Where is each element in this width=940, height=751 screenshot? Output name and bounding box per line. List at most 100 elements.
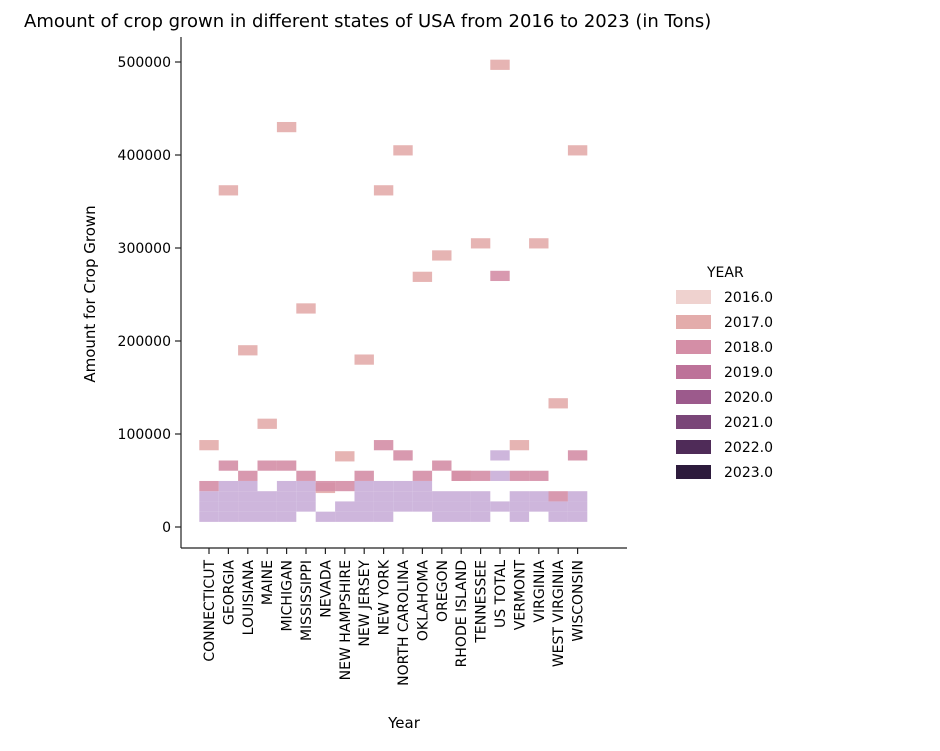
heat-cell (490, 270, 510, 282)
heat-cell (199, 440, 219, 451)
x-tick-label: NEW JERSEY (357, 560, 373, 647)
legend-swatch (676, 365, 711, 379)
heat-cell (199, 480, 219, 492)
heat-cell (412, 470, 433, 481)
heat-cell (276, 121, 297, 133)
x-tick-label: GEORGIA (221, 560, 237, 625)
heat-cell (373, 491, 394, 502)
heat-cell (218, 511, 239, 522)
y-ticks: 0 100000 200000 300000 400000 500000 (118, 55, 181, 536)
heat-cell (296, 470, 316, 481)
y-tick-label: 400000 (118, 148, 171, 164)
heat-cell (548, 491, 568, 502)
heat-cell (548, 511, 568, 522)
heat-cell (529, 501, 549, 512)
heat-cell (276, 491, 297, 502)
heat-cell (470, 511, 491, 522)
heat-cell (393, 491, 413, 502)
heat-cell (276, 480, 297, 492)
heat-cell (567, 511, 588, 522)
heat-cell (432, 250, 452, 261)
heat-cell (238, 511, 258, 522)
legend-swatch (676, 465, 711, 479)
x-tick-label: TENNESSEE (474, 560, 490, 644)
x-tick-label: CONNECTICUT (202, 560, 218, 662)
y-tick-label: 0 (162, 520, 171, 536)
x-tick-label: NEW YORK (377, 559, 393, 635)
heat-cell (373, 501, 394, 512)
heat-cell (335, 451, 355, 462)
heat-cell (257, 418, 277, 429)
heat-cell (451, 501, 471, 512)
heat-cell (199, 501, 219, 512)
legend-label: 2019.0 (724, 365, 773, 381)
x-tick-label: OKLAHOMA (415, 560, 431, 642)
y-tick-label: 200000 (118, 334, 171, 350)
heat-cell (354, 511, 374, 522)
heat-cell (354, 470, 374, 481)
heat-cell (354, 491, 374, 502)
heat-cell (509, 491, 530, 502)
heat-cell (470, 501, 491, 512)
heat-cell (218, 460, 239, 471)
heat-cell (373, 511, 394, 522)
y-axis-label: Amount for Crop Grown (81, 205, 99, 382)
x-tick-label: VIRGINIA (532, 560, 548, 623)
heat-cell (257, 460, 277, 471)
heat-cell (509, 440, 530, 451)
heat-cell (432, 501, 452, 512)
legend-label: 2021.0 (724, 415, 773, 431)
heat-cell (373, 480, 394, 492)
legend-label: 2018.0 (724, 340, 773, 356)
y-tick-label: 300000 (118, 241, 171, 257)
heat-cell (412, 480, 433, 492)
heat-cell (509, 470, 530, 481)
x-tick-label: WISCONSIN (571, 560, 587, 642)
heat-cell (470, 470, 491, 481)
heat-cell (218, 501, 239, 512)
heat-cell (238, 501, 258, 512)
heat-cell (393, 450, 413, 461)
heat-cell (373, 440, 394, 451)
legend-swatch (676, 415, 711, 429)
chart-title: Amount of crop grown in different states… (24, 11, 711, 32)
heat-cell (335, 501, 355, 512)
heat-cell (470, 238, 491, 249)
heat-cell (470, 491, 491, 502)
heat-cell (354, 501, 374, 512)
heat-cell (199, 511, 219, 522)
x-ticks: CONNECTICUT GEORGIA LOUISIANA MAINE MICHIGAN… (202, 548, 587, 686)
x-tick-label: RHODE ISLAND (454, 560, 470, 667)
x-tick-label: MAINE (260, 560, 276, 605)
heat-cell (238, 345, 258, 356)
heat-cell (218, 185, 239, 196)
heat-cell (393, 501, 413, 512)
heat-cell (490, 450, 510, 461)
x-axis-label: Year (387, 714, 421, 732)
heat-cell (238, 480, 258, 492)
x-tick-label: VERMONT (512, 560, 528, 631)
x-tick-label: WEST VIRGINIA (551, 560, 567, 668)
heat-cell (296, 303, 316, 314)
heat-cell (393, 480, 413, 492)
heat-cell (451, 470, 471, 481)
heat-cell (451, 511, 471, 522)
x-tick-label: LOUISIANA (241, 560, 257, 636)
x-tick-label: MICHIGAN (280, 560, 296, 632)
heat-cell (412, 491, 433, 502)
legend-label: 2016.0 (724, 290, 773, 306)
heat-cell (490, 470, 510, 481)
heat-cell (529, 470, 549, 481)
heat-cell (393, 145, 413, 156)
heat-cell (451, 491, 471, 502)
heat-cell (354, 480, 374, 492)
x-tick-label: MISSISSIPPI (299, 560, 315, 641)
legend-swatch (676, 290, 711, 304)
legend-swatch (676, 340, 711, 354)
x-tick-label: NEW HAMPSHIRE (338, 560, 354, 680)
heat-cell (296, 491, 316, 502)
heat-cell (412, 271, 433, 282)
heat-cell (296, 501, 316, 512)
heat-cell (354, 354, 374, 365)
heat-cell (529, 491, 549, 502)
